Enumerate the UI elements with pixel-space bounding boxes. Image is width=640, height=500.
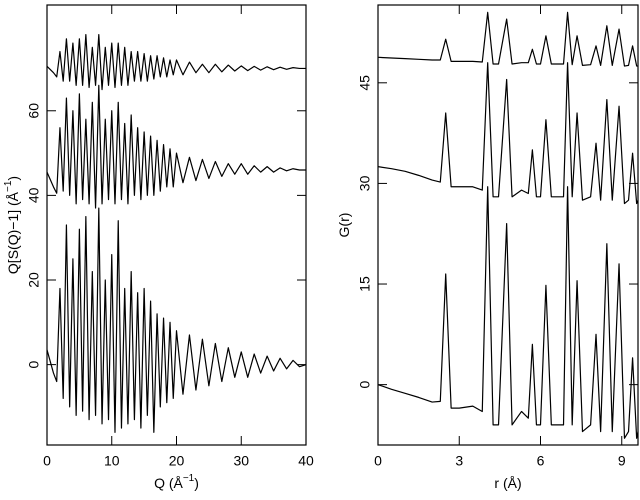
x-tick-label: 9	[618, 453, 626, 469]
y-tick-label: 40	[26, 187, 42, 203]
plot-frame	[377, 4, 639, 446]
y-tick-label: 45	[357, 75, 373, 91]
y-tick-label: 60	[26, 103, 42, 119]
x-tick-label: 0	[43, 453, 51, 469]
y-axis-label: Q[S(Q)−1] (Å−1)	[3, 176, 21, 274]
x-tick-label: 40	[298, 453, 314, 469]
label-part: −1	[3, 180, 14, 192]
x-axis-label: Q (Å−1)	[154, 473, 199, 491]
label-part: )	[194, 475, 199, 491]
x-tick-label: 0	[374, 453, 382, 469]
label-part: −1	[183, 473, 195, 484]
x-tick-label: 3	[455, 453, 463, 469]
x-tick-label: 20	[169, 453, 185, 469]
x-tick-label: 6	[537, 453, 545, 469]
y-tick-label: 30	[357, 175, 373, 191]
y-tick-label: 0	[357, 381, 373, 389]
y-tick-label: 15	[357, 276, 373, 292]
label-part: )	[5, 176, 21, 181]
label-part: r (Å)	[494, 475, 521, 491]
data-line	[377, 186, 639, 439]
y-tick-label: 20	[26, 272, 42, 288]
y-tick-label: 0	[26, 361, 42, 369]
label-part: G(r)	[336, 213, 352, 238]
data-line	[46, 34, 306, 91]
data-line	[377, 11, 638, 67]
x-axis-label: r (Å)	[494, 475, 521, 491]
data-line	[46, 84, 306, 209]
x-tick-label: 30	[233, 453, 249, 469]
data-line	[46, 207, 307, 433]
label-part: Q (Å	[154, 475, 183, 491]
y-axis-label: G(r)	[336, 213, 352, 238]
data-line	[377, 62, 639, 205]
label-part: Q[S(Q)−1] (Å	[5, 191, 21, 274]
x-tick-label: 10	[104, 453, 120, 469]
